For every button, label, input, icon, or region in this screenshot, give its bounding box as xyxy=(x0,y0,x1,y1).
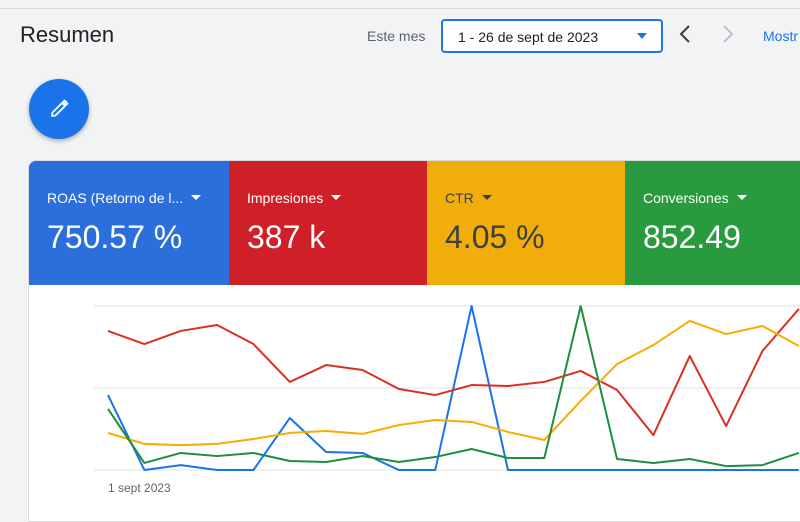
chart: 1 sept 2023 xyxy=(94,305,800,495)
metric-card[interactable]: ROAS (Retorno de l... 750.57 % xyxy=(29,161,229,285)
metric-value: 4.05 % xyxy=(445,219,545,255)
metric-label: Conversiones xyxy=(643,190,800,206)
metric-label: ROAS (Retorno de l... xyxy=(47,190,229,206)
x-tick-label: 1 sept 2023 xyxy=(108,481,171,495)
metric-name: Conversiones xyxy=(643,190,729,206)
body: {"header": {"title": "Resumen", "period_… xyxy=(0,8,800,522)
edit-button[interactable] xyxy=(29,79,89,139)
data-line xyxy=(107,319,800,447)
metric-value: 750.57 % xyxy=(47,219,183,255)
metric-dropdown-arrow xyxy=(736,195,747,200)
show-link[interactable]: Mostr xyxy=(763,28,798,44)
metric-name: Impresiones xyxy=(247,190,324,206)
period-label: Este mes xyxy=(367,28,426,44)
date-range-text: 1 - 26 de sept de 2023 xyxy=(458,29,599,45)
summary-panel: ROAS (Retorno de l... 750.57 % Impresiones… xyxy=(28,160,800,522)
metric-label: Impresiones xyxy=(247,190,427,206)
metric-dropdown-arrow xyxy=(481,195,492,200)
metric-card[interactable]: Conversiones 852.49 xyxy=(625,161,800,285)
metric-name: CTR xyxy=(445,190,474,206)
metric-card[interactable]: Impresiones 387 k xyxy=(229,161,427,285)
page-title: Resumen xyxy=(20,22,115,47)
metric-dropdown-arrow xyxy=(191,195,202,200)
pencil-icon xyxy=(51,99,69,117)
metric-card[interactable]: CTR 4.05 % xyxy=(427,161,625,285)
metric-cards: ROAS (Retorno de l... 750.57 % Impresiones… xyxy=(29,161,800,285)
metric-label: CTR xyxy=(445,190,625,206)
page: Resumen html, body { margin: 0; padding:… xyxy=(0,8,800,522)
metric-value: 852.49 xyxy=(643,219,741,255)
metric-name: ROAS (Retorno de l... xyxy=(47,190,184,206)
metric-value: 387 k xyxy=(247,219,326,255)
data-line xyxy=(107,305,800,468)
metric-dropdown-arrow xyxy=(331,195,342,200)
date-range-dropdown[interactable]: 1 - 26 de sept de 2023 xyxy=(441,19,663,53)
divider xyxy=(0,8,800,9)
data-line xyxy=(107,308,800,437)
data-line xyxy=(107,305,799,471)
next-button[interactable] xyxy=(721,24,735,44)
dropdown-arrow xyxy=(637,33,647,39)
previous-button[interactable] xyxy=(678,24,692,44)
